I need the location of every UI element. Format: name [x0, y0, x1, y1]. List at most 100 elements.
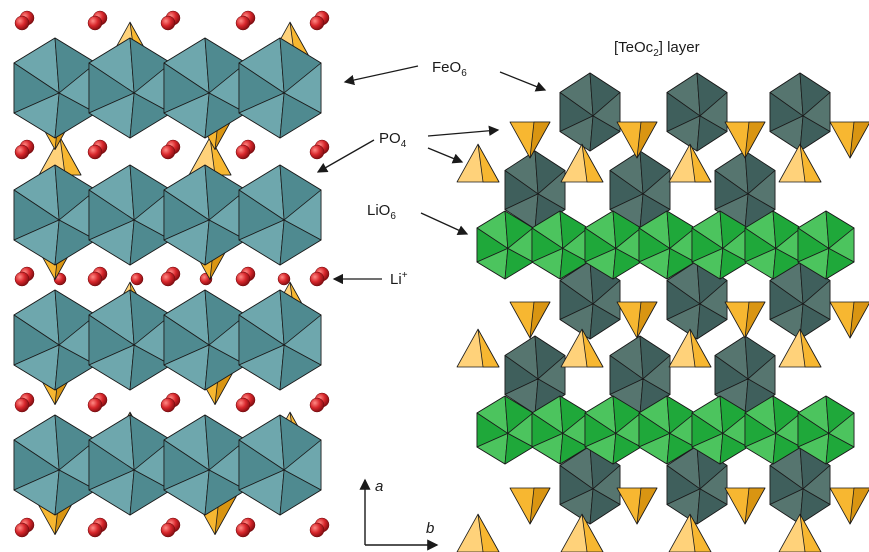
po4-tetrahedron [560, 513, 604, 552]
po4-tetrahedron [188, 136, 232, 176]
feo6-arrow-right [499, 71, 547, 92]
feo6-octahedron [13, 164, 97, 266]
li-atom [160, 397, 176, 413]
po4-tetrahedron [724, 487, 766, 525]
po4-tetrahedron-shade [581, 513, 604, 552]
feo6-octahedron [769, 445, 831, 525]
lio6-octahedron [584, 395, 642, 465]
feo6-octahedron [13, 289, 97, 391]
li-atom [235, 522, 251, 538]
lio6-octahedron [584, 210, 642, 280]
feo6-octahedron-facet [279, 344, 322, 391]
feo6-octahedron-facet [204, 219, 247, 266]
po4-tetrahedron [616, 487, 658, 525]
po4-tetrahedron [778, 328, 822, 368]
po4-tetrahedron-shade [744, 487, 766, 525]
po4-tetrahedron [829, 301, 869, 339]
feo6-octahedron [238, 289, 322, 391]
po4-tetrahedron [456, 328, 500, 368]
po4-tetrahedron-shade [689, 143, 712, 183]
li-atom [235, 271, 251, 287]
feo6-octahedron-facet [589, 303, 621, 340]
right-crystal-view [456, 72, 869, 552]
left-crystal-view [13, 10, 330, 538]
po4-tetrahedron-shade [799, 143, 822, 183]
feo6-octahedron [238, 37, 322, 139]
po4-tetrahedron-shade [799, 513, 822, 552]
po4-tetrahedron [509, 121, 551, 159]
po4-tetrahedron [456, 513, 500, 552]
lio6-octahedron [691, 210, 749, 280]
feo6-octahedron [88, 289, 172, 391]
li-atom [160, 15, 176, 31]
li-ion-label: Li+ [390, 270, 408, 288]
lio6-octahedron-facet [612, 247, 642, 280]
li-atom [235, 15, 251, 31]
li-atom [309, 271, 325, 287]
feo6-octahedron-facet [696, 488, 728, 525]
po4-tetrahedron-shade [529, 487, 551, 525]
po4-tetrahedron [778, 513, 822, 552]
li-atom [309, 15, 325, 31]
li-atom [87, 397, 103, 413]
feo6-octahedron-facet [204, 92, 247, 139]
po4-tetrahedron [778, 143, 822, 183]
li-atom [309, 522, 325, 538]
feo6-octahedron [559, 260, 621, 340]
po4-tetrahedron [668, 328, 712, 368]
po4-tetrahedron-shade [849, 301, 869, 339]
po4-tetrahedron-shade [744, 301, 766, 339]
li-atom [160, 522, 176, 538]
lio6-octahedron-facet [559, 432, 589, 465]
po4-tetrahedron-shade [799, 328, 822, 368]
po4-tetrahedron-shade [581, 143, 604, 183]
li-atom [14, 144, 30, 160]
lio6-octahedron-facet [666, 247, 696, 280]
feo6-octahedron [714, 335, 776, 415]
li-atom [87, 15, 103, 31]
feo6-octahedron-facet [589, 115, 621, 152]
po4-tetrahedron-shade [529, 121, 551, 159]
lio6-octahedron-facet [825, 247, 855, 280]
lio6-octahedron [691, 395, 749, 465]
lio6-octahedron-facet [772, 432, 802, 465]
po4-label: PO4 [379, 130, 407, 150]
feo6-octahedron-facet [204, 344, 247, 391]
po4-tetrahedron [616, 121, 658, 159]
feo6-octahedron-facet [279, 92, 322, 139]
lio6-octahedron [744, 395, 802, 465]
feo6-octahedron-facet [204, 469, 247, 516]
feo6-octahedron [666, 445, 728, 525]
lio6-octahedron [531, 210, 589, 280]
lio6-octahedron [797, 395, 855, 465]
feo6-octahedron [609, 150, 671, 230]
po4-tetrahedron-shade [529, 301, 551, 339]
po4-tetrahedron-shade [689, 328, 712, 368]
feo6-octahedron [769, 72, 831, 152]
li-atom [14, 15, 30, 31]
lio6-octahedron-facet [719, 247, 749, 280]
po4-arrow-right-lower [427, 147, 464, 164]
lio6-octahedron-facet [666, 432, 696, 465]
feo6-octahedron-facet [54, 344, 97, 391]
feo6-octahedron [666, 72, 728, 152]
feo6-octahedron [238, 414, 322, 516]
po4-tetrahedron-shade [59, 136, 82, 176]
po4-tetrahedron-shade [689, 513, 712, 552]
lio6-octahedron-facet [772, 247, 802, 280]
axis-indicator [359, 478, 439, 551]
axis-a-label: a [375, 478, 383, 495]
po4-tetrahedron-shade [477, 143, 500, 183]
po4-tetrahedron [829, 487, 869, 525]
po4-tetrahedron [509, 301, 551, 339]
feo6-octahedron-facet [129, 92, 172, 139]
po4-tetrahedron [668, 513, 712, 552]
feo6-label: FeO6 [432, 59, 467, 79]
feo6-octahedron [559, 445, 621, 525]
po4-tetrahedron-shade [477, 513, 500, 552]
feo6-octahedron [163, 37, 247, 139]
po4-arrow-left [316, 139, 375, 173]
feo6-octahedron [666, 260, 728, 340]
feo6-octahedron-facet [799, 488, 831, 525]
feo6-octahedron [769, 260, 831, 340]
